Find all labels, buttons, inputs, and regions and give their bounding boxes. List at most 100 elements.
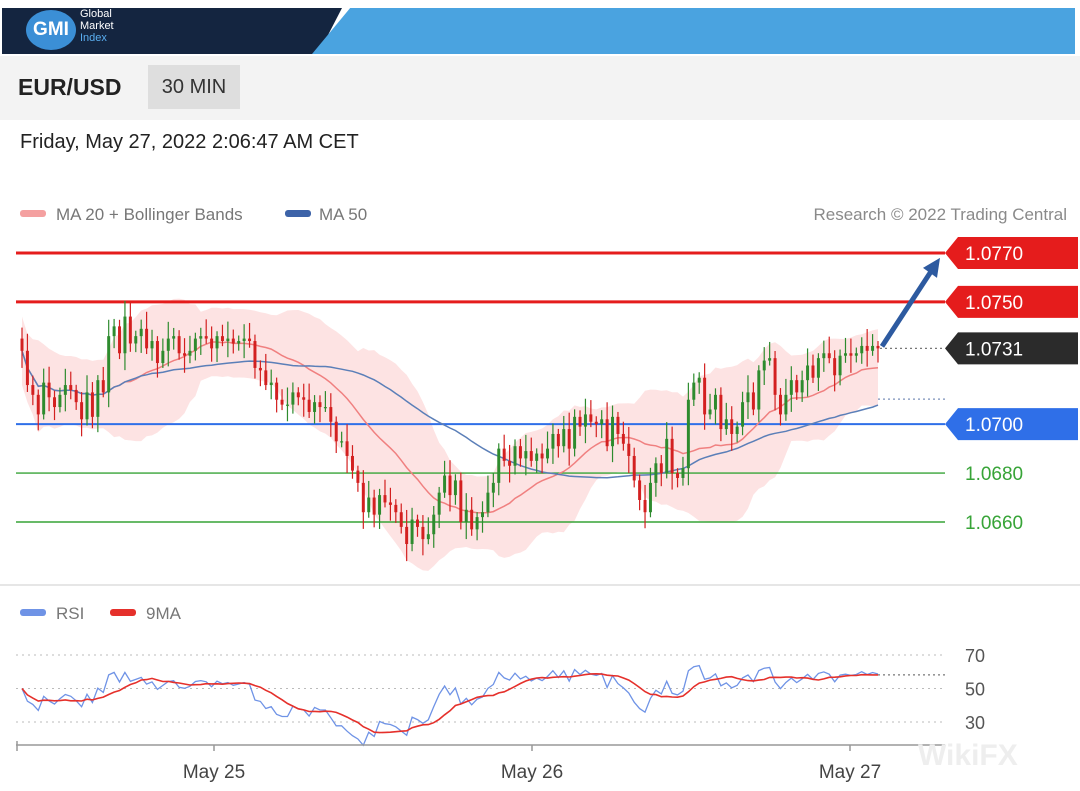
candle-body	[757, 370, 761, 410]
current-level-label: 1.0731	[965, 339, 1023, 360]
candle-body	[356, 470, 360, 483]
x-axis-tick-label: May 27	[819, 762, 881, 783]
candle-body	[692, 382, 696, 400]
candle-body	[513, 446, 517, 466]
candle-body	[773, 358, 777, 395]
bollinger-band-area	[22, 298, 878, 571]
candle-body	[432, 514, 436, 535]
candle-body	[589, 414, 593, 422]
candle-body	[697, 377, 701, 383]
candle-body	[118, 326, 122, 354]
candle-body	[90, 392, 94, 417]
candle-body	[611, 416, 615, 447]
candle-body	[795, 380, 799, 393]
candle-body	[838, 355, 842, 376]
candle-body	[529, 451, 533, 461]
candle-body	[470, 509, 474, 530]
gmi-logo[interactable]: GMI	[26, 10, 76, 50]
candle-body	[556, 433, 560, 447]
candle-body	[621, 433, 625, 444]
candle-body	[665, 438, 669, 474]
pivot-level-tag	[945, 408, 1078, 441]
candle-body	[865, 345, 869, 351]
candle-body	[318, 402, 322, 408]
candle-body	[730, 419, 734, 434]
candle-body	[768, 358, 772, 361]
candle-body	[210, 338, 214, 349]
rsi-ma-legend-swatch	[110, 609, 136, 616]
candle-body	[713, 394, 717, 410]
candle-body	[659, 463, 663, 474]
candle-body	[193, 338, 197, 351]
candle-body	[96, 380, 100, 417]
candle-body	[654, 463, 658, 483]
candle-body	[101, 380, 105, 393]
candle-body	[497, 448, 501, 483]
candle-body	[226, 338, 230, 342]
x-axis-tick-label: May 25	[183, 762, 245, 783]
candle-body	[502, 448, 506, 461]
candle-body	[746, 392, 750, 403]
candle-body	[155, 341, 159, 364]
candle-body	[264, 370, 268, 386]
candle-body	[681, 468, 685, 478]
candle-body	[724, 419, 728, 430]
candle-body	[416, 519, 419, 527]
candle-body	[220, 336, 224, 342]
candle-body	[134, 336, 138, 344]
candle-body	[600, 419, 604, 425]
candle-body	[69, 385, 73, 390]
candle-body	[486, 492, 490, 513]
candle-body	[437, 492, 441, 515]
rsi-ma-legend-label: 9MA	[146, 604, 182, 623]
candle-body	[350, 455, 354, 471]
candle-body	[540, 453, 544, 459]
candle-body	[410, 519, 414, 545]
logo-line-3: Index	[80, 32, 107, 44]
candle-body	[215, 336, 219, 349]
bollinger-band	[22, 298, 878, 571]
candle-body	[703, 377, 707, 415]
candle-body	[313, 402, 317, 412]
current-level-tag	[945, 332, 1078, 365]
candle-body	[475, 517, 479, 530]
candle-body	[827, 353, 831, 359]
candle-body	[47, 382, 51, 398]
candle-body	[648, 482, 652, 513]
candle-body	[112, 326, 116, 337]
candle-body	[849, 353, 853, 356]
level-tags: 1.0770 1.0750 1.0731 1.0700 1.0680 1.0660	[945, 237, 1078, 534]
candle-body	[296, 392, 300, 398]
candle-body	[36, 394, 40, 415]
timeframe-badge[interactable]: 30 MIN	[148, 65, 240, 109]
candle-body	[188, 350, 192, 356]
candle-body	[378, 495, 382, 515]
target-arrow-shaft	[879, 265, 937, 348]
candle-body	[372, 497, 376, 515]
rsi-ma-line	[21, 672, 878, 734]
target-arrow	[879, 257, 940, 348]
candle-body	[459, 480, 463, 522]
candle-body	[632, 455, 636, 481]
resistance-level-label: 1.0770	[965, 244, 1023, 265]
candle-body	[367, 497, 371, 513]
candle-body	[258, 367, 262, 371]
rsi-tick-label: 30	[965, 713, 985, 733]
candle-body	[323, 407, 327, 409]
candle-body	[421, 526, 425, 540]
candle-body	[383, 495, 387, 503]
candle-body	[334, 421, 338, 442]
candle-body	[464, 509, 468, 522]
price-levels	[16, 251, 945, 523]
candle-body	[285, 404, 289, 406]
ma20-legend-swatch	[20, 210, 46, 217]
candle-body	[551, 433, 555, 449]
watermark: WikiFX	[918, 739, 1018, 772]
candle-body	[172, 336, 176, 339]
candle-body	[199, 336, 203, 339]
candle-body	[280, 399, 284, 405]
candle-body	[20, 338, 24, 351]
candle-body	[139, 328, 143, 337]
candle-body	[562, 429, 566, 447]
candle-body	[275, 382, 279, 400]
